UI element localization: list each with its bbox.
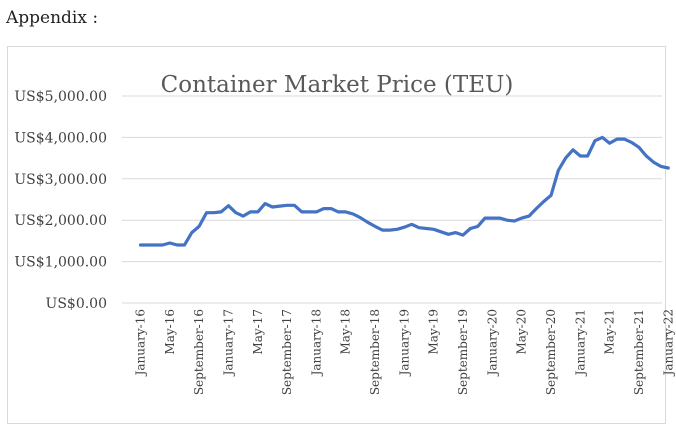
x-tick-label: September-18 xyxy=(368,309,382,395)
x-tick-label: September-21 xyxy=(632,309,646,395)
x-tick-label: January-21 xyxy=(573,309,587,377)
series-line xyxy=(138,135,670,247)
x-tick-label: September-17 xyxy=(280,309,294,395)
x-tick-label: January-19 xyxy=(397,309,411,377)
x-tick-label: January-16 xyxy=(134,309,148,377)
x-tick-label: May-18 xyxy=(339,309,353,355)
y-tick-label: US$3,000.00 xyxy=(14,172,107,188)
x-tick-label: January-20 xyxy=(485,309,499,377)
x-axis-ticks: January-16 May-16 September-16 January-17 Ma… xyxy=(134,309,676,395)
x-tick-label: May-16 xyxy=(163,309,177,355)
y-tick-label: US$1,000.00 xyxy=(14,255,107,271)
chart-frame xyxy=(7,46,666,424)
x-tick-label: May-17 xyxy=(251,309,265,355)
x-tick-label: September-20 xyxy=(544,309,558,395)
y-tick-label: US$5,000.00 xyxy=(14,89,107,105)
x-tick-label: May-20 xyxy=(515,309,529,355)
x-tick-label: September-16 xyxy=(192,309,206,395)
x-tick-label: September-19 xyxy=(456,309,470,395)
x-tick-label: January-18 xyxy=(309,309,323,377)
y-tick-label: US$0.00 xyxy=(46,296,107,312)
x-tick-label: January-22 xyxy=(661,309,675,377)
y-axis-ticks: US$0.00 US$1,000.00 US$2,000.00 US$3,000.00… xyxy=(14,89,107,312)
y-tick-label: US$2,000.00 xyxy=(14,213,107,229)
y-tick-label: US$4,000.00 xyxy=(14,130,107,146)
x-tick-label: January-17 xyxy=(221,309,235,377)
x-tick-label: May-21 xyxy=(603,309,617,355)
gridlines xyxy=(122,95,662,263)
appendix-heading: Appendix : xyxy=(6,8,99,28)
x-tick-label: May-19 xyxy=(427,309,441,355)
chart-title: Container Market Price (TEU) xyxy=(161,72,514,98)
